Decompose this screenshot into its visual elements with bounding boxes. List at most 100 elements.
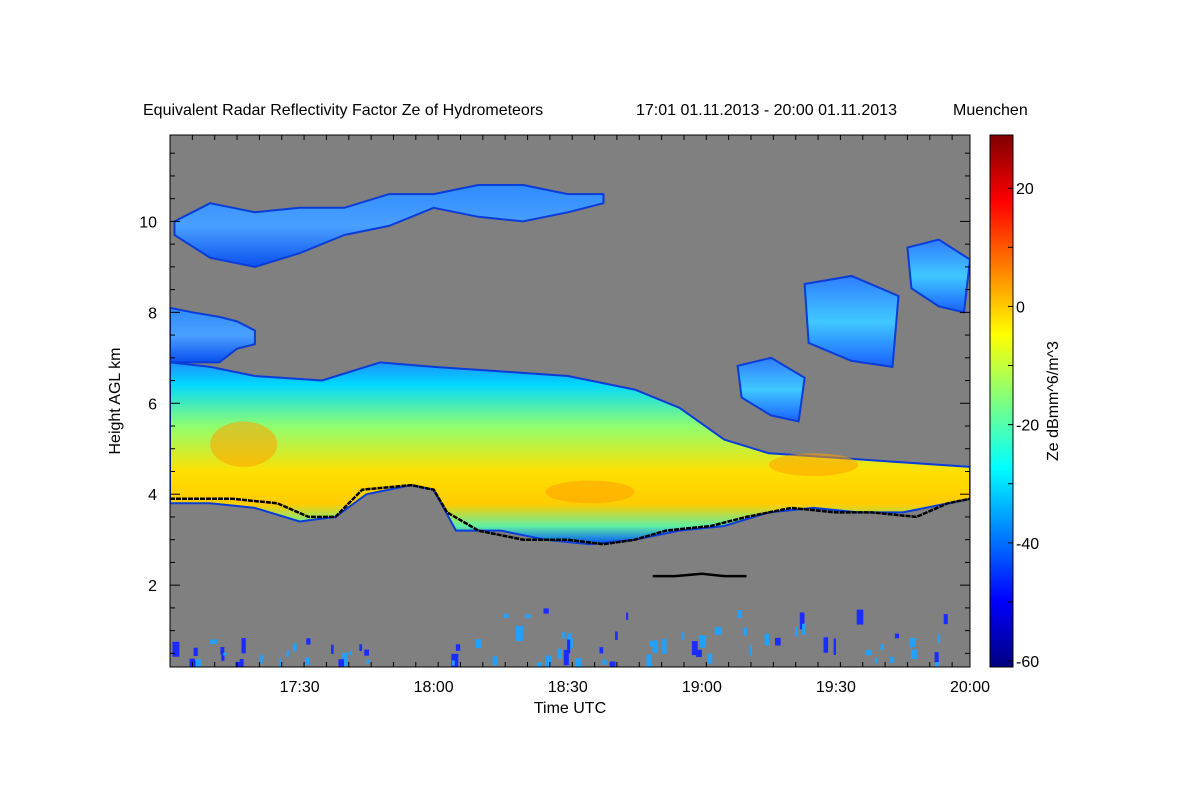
clutter-speckle	[615, 631, 618, 640]
y-tick-label: 6	[148, 396, 157, 413]
clutter-speckle	[602, 659, 607, 665]
clutter-speckle	[599, 647, 604, 654]
clutter-speckle	[696, 649, 702, 657]
clutter-speckle	[516, 625, 523, 642]
clutter-speckle	[223, 652, 227, 656]
clutter-speckle	[235, 661, 241, 667]
clutter-speckle	[909, 637, 916, 648]
clutter-speckle	[662, 638, 667, 654]
clutter-speckle	[492, 656, 498, 666]
clutter-speckle	[260, 654, 263, 664]
x-tick-label: 18:00	[414, 679, 454, 696]
chart-period: 17:01 01.11.2013 - 20:00 01.11.2013	[636, 102, 897, 119]
colorbar-axis: 20 0 -20 -40 -60	[1008, 181, 1039, 671]
clutter-speckle	[894, 633, 899, 639]
clutter-speckle	[799, 612, 805, 630]
y-tick-label: 2	[148, 578, 157, 595]
x-axis: 17:30 18:00 18:30 19:00 19:30 20:00	[169, 135, 990, 696]
x-tick-label: 18:30	[548, 679, 588, 696]
clutter-speckle	[338, 659, 344, 667]
colorbar-tick-label: -20	[1016, 418, 1039, 435]
colorbar-tick-label: -40	[1016, 536, 1039, 553]
colorbar-tick-label: 20	[1016, 181, 1034, 198]
clutter-speckle	[567, 639, 571, 654]
clutter-speckle	[714, 627, 722, 635]
clutter-speckle	[833, 638, 836, 655]
clutter-speckle	[545, 655, 552, 667]
clutter-speckle	[934, 652, 939, 663]
clutter-speckle	[195, 659, 202, 667]
clutter-speckle	[525, 614, 531, 618]
clutter-speckle	[452, 660, 455, 666]
plot-frame	[169, 134, 971, 668]
clutter-speckle	[241, 638, 246, 654]
clutter-speckle	[172, 641, 180, 657]
x-axis-label: Time UTC	[534, 700, 606, 717]
clutter-speckle	[890, 656, 895, 663]
y-axis-label: Height AGL km	[107, 347, 124, 454]
chart-location: Muenchen	[953, 102, 1028, 119]
clutter-speckle	[503, 613, 509, 618]
clutter-speckle	[626, 612, 629, 620]
x-tick-label: 17:30	[280, 679, 320, 696]
melting-layer-line	[170, 483, 970, 546]
clutter-speckle	[221, 653, 225, 661]
clutter-speckle	[652, 640, 659, 653]
y-tick-label: 4	[148, 487, 157, 504]
clutter-speckle	[451, 653, 459, 667]
x-tick-label: 20:00	[950, 679, 990, 696]
clutter-speckle	[536, 662, 542, 667]
clutter-speckle	[865, 649, 872, 656]
clutter-speckle	[475, 639, 482, 648]
reflectivity-core-3	[768, 453, 859, 477]
x-tick-label: 19:00	[682, 679, 722, 696]
layer-upper-cirrus	[173, 184, 605, 268]
reflectivity-layers	[170, 184, 970, 667]
clutter-speckle	[609, 661, 616, 667]
colorbar-label: Ze dBmm^6/m^3	[1045, 341, 1062, 461]
clutter-speckle	[366, 659, 370, 664]
clutter-speckle	[943, 614, 948, 625]
clutter-speckle	[764, 633, 770, 646]
clutter-speckle	[210, 639, 217, 645]
clutter-speckle	[304, 657, 310, 665]
clutter-speckle	[749, 645, 752, 655]
clutter-speckle	[682, 632, 685, 640]
clutter-speckle	[306, 638, 311, 645]
clutter-speckle	[349, 651, 352, 656]
clutter-speckle	[802, 623, 806, 635]
cloud-base-trace	[652, 572, 747, 578]
clutter-speckle	[937, 634, 940, 643]
layer-mid-cloud-fragments	[170, 306, 256, 364]
clutter-speckle	[880, 643, 884, 651]
clutter-speckle	[286, 650, 289, 658]
colorbar	[989, 134, 1014, 668]
cirrus-patch-2	[803, 274, 900, 369]
y-tick-label: 8	[148, 305, 157, 322]
clutter-speckle	[935, 662, 939, 667]
clutter-speckle	[342, 652, 348, 667]
clutter-speckle	[557, 648, 562, 659]
clutter-speckle	[856, 609, 864, 625]
clutter-speckle	[707, 653, 713, 664]
reflectivity-core-1	[210, 421, 278, 467]
clutter-speckle	[220, 647, 225, 655]
clutter-speckle	[911, 649, 918, 659]
clutter-speckle	[691, 641, 698, 656]
colorbar-tick-label: -60	[1016, 654, 1039, 671]
clutter-speckle	[823, 637, 829, 653]
clutter-speckle	[795, 626, 798, 637]
clutter-speckle	[699, 635, 707, 648]
clutter-speckle	[874, 657, 878, 664]
clutter-speckle	[359, 644, 363, 651]
clutter-speckle	[543, 608, 549, 614]
clutter-speckle	[563, 649, 569, 666]
clutter-speckle	[575, 658, 582, 667]
clutter-speckle	[562, 631, 565, 639]
clutter-speckle	[279, 658, 282, 667]
clutter-speckle	[737, 610, 743, 618]
clutter-speckle	[364, 649, 369, 656]
clutter-speckle	[192, 661, 198, 667]
clutter-speckle	[193, 647, 198, 656]
clutter-speckle	[649, 640, 656, 647]
